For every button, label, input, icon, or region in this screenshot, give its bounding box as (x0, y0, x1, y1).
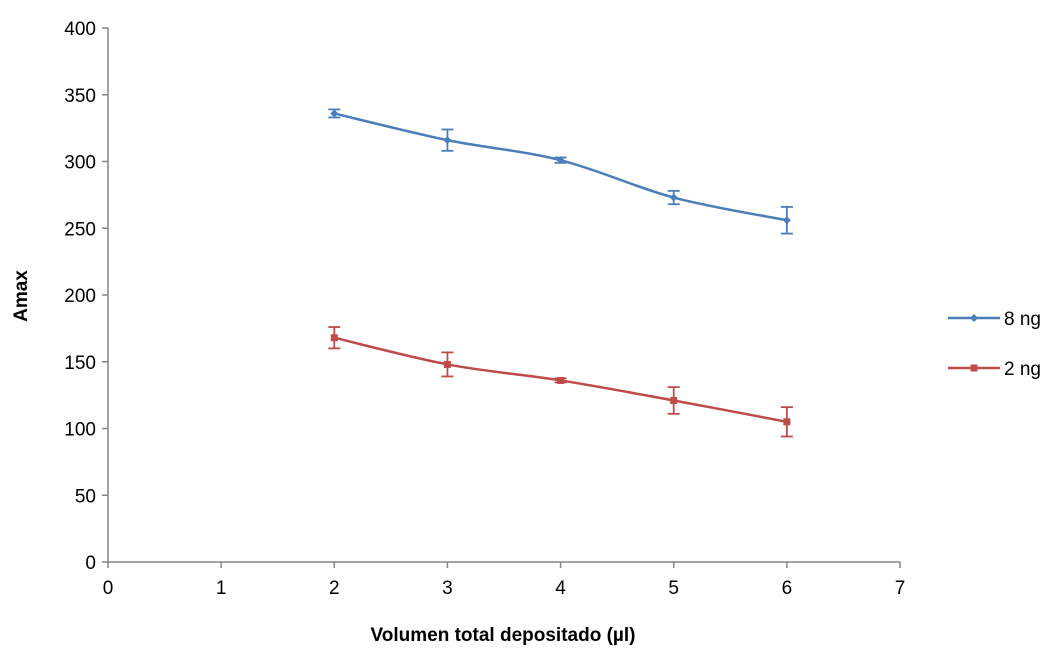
legend-label: 2 ng (1004, 359, 1041, 380)
legend-item: 2 ng (948, 359, 1041, 380)
y-axis-title: Amax (11, 270, 32, 322)
y-tick-label: 0 (85, 553, 96, 574)
x-tick-label: 5 (668, 578, 679, 599)
y-tick-label: 200 (64, 286, 96, 307)
series-0 (328, 108, 793, 235)
y-tick-label: 350 (64, 86, 96, 107)
legend: 8 ng 2 ng (948, 309, 1041, 380)
series-line (333, 112, 788, 222)
y-tick-label: 50 (75, 486, 96, 507)
y-tick-label: 400 (64, 19, 96, 40)
data-point (556, 156, 565, 165)
x-tick-label: 7 (895, 578, 906, 599)
data-point (782, 216, 791, 225)
data-point (443, 136, 452, 145)
y-tick-labels: 0 50 100 150 200 250 300 350 400 (64, 19, 96, 574)
x-tick-label: 0 (103, 578, 114, 599)
legend-label: 8 ng (1004, 309, 1041, 330)
x-tick-label: 2 (329, 578, 340, 599)
plot-area (328, 108, 793, 438)
x-tick-label: 6 (782, 578, 793, 599)
legend-item: 8 ng (948, 309, 1041, 330)
legend-marker (970, 314, 978, 322)
y-tick-label: 300 (64, 153, 96, 174)
y-tick-label: 250 (64, 219, 96, 240)
y-tick-label: 150 (64, 353, 96, 374)
x-tick-label: 4 (555, 578, 566, 599)
y-tick-label: 100 (64, 420, 96, 441)
data-point (330, 334, 338, 342)
legend-marker (970, 364, 978, 372)
axes (102, 27, 901, 568)
data-point (669, 193, 678, 202)
data-point (670, 396, 678, 404)
x-tick-label: 1 (216, 578, 227, 599)
series-1 (328, 326, 793, 438)
data-point (557, 376, 565, 384)
data-point (443, 360, 451, 368)
data-point (783, 418, 791, 426)
x-tick-labels: 0 1 2 3 4 5 6 7 (103, 578, 906, 599)
data-point (330, 109, 339, 118)
x-axis-title: Volumen total depositado (µl) (371, 625, 636, 646)
x-tick-label: 3 (442, 578, 453, 599)
